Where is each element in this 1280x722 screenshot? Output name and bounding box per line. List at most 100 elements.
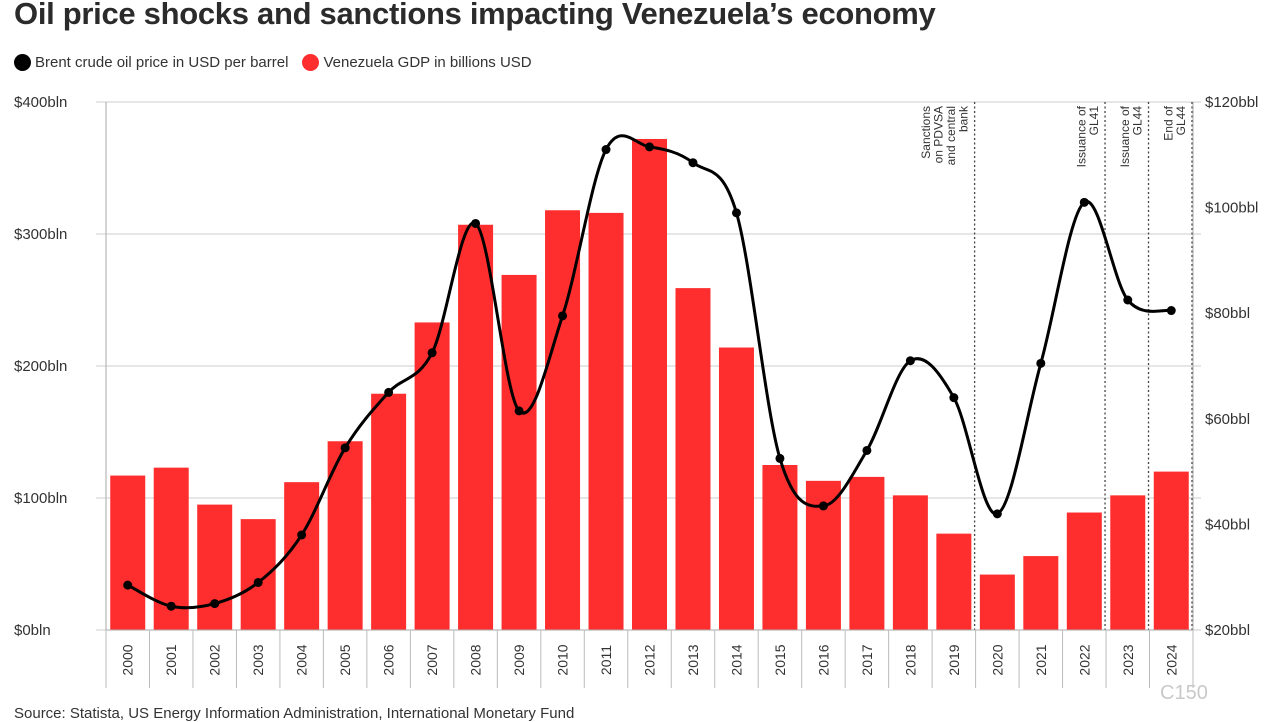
x-tick-label: 2011: [598, 645, 614, 675]
x-tick-label: 2022: [1076, 644, 1092, 675]
x-tick-label: 2020: [989, 644, 1005, 675]
oil-price-point: [688, 158, 698, 168]
gdp-bar: [458, 224, 494, 630]
y-left-tick-label: $0bln: [14, 622, 51, 639]
oil-price-point: [1036, 358, 1046, 368]
oil-price-point: [905, 356, 915, 366]
oil-price-curve: [127, 134, 1172, 610]
axes: $0bln $100bln $200bln $300bln $400bln $20bbl $…: [14, 94, 1258, 688]
y-left-tick-label: $100bln: [14, 490, 67, 507]
y-right-tick-label: $20bbl: [1205, 622, 1250, 639]
y-left-tick-label: $200bln: [14, 358, 67, 375]
y-right-tick-label: $120bbl: [1205, 94, 1258, 111]
legend-gdp-marker: [302, 54, 320, 71]
oil-price-point: [1166, 306, 1176, 316]
x-tick-label: 2016: [815, 644, 831, 675]
oil-price-point: [601, 145, 611, 155]
oil-price-point: [166, 601, 176, 611]
x-tick-label: 2018: [902, 644, 918, 675]
oil-price-point: [384, 387, 394, 397]
annotation-label: bank: [957, 105, 971, 132]
annotation-label: End of: [1162, 105, 1176, 140]
oil-price-point: [949, 393, 959, 403]
y-right-tick-label: $40bbl: [1205, 516, 1250, 533]
gdp-bar: [588, 212, 624, 630]
oil-price-point: [123, 580, 133, 590]
legend-item-oil: Brent crude oil price in USD per barrel: [14, 54, 288, 71]
gdp-bar: [1153, 471, 1189, 630]
annotation-label: GL44: [1174, 106, 1188, 136]
chart-title: Oil price shocks and sanctions impacting…: [14, 0, 936, 31]
watermark: C150: [1160, 682, 1208, 704]
oil-price-point: [427, 348, 437, 358]
x-tick-label: 2003: [250, 644, 266, 675]
gdp-bar: [545, 210, 581, 631]
oil-price-point: [1123, 295, 1133, 305]
gdp-bar: [240, 519, 276, 630]
annotation-label: Issuance of: [1118, 105, 1132, 167]
gdp-bar: [414, 322, 450, 630]
gdp-bar: [632, 138, 667, 630]
oil-price-point: [862, 445, 872, 455]
oil-price-point: [992, 509, 1002, 519]
legend-oil-marker: [14, 54, 31, 71]
oil-price-point: [297, 530, 307, 540]
gdp-bars: [110, 138, 1189, 631]
gdp-bar: [718, 347, 754, 630]
x-tick-label: 2012: [642, 644, 658, 675]
oil-price-point: [340, 443, 350, 453]
y-left-tick-label: $300bln: [14, 226, 67, 243]
oil-price-point: [645, 142, 654, 152]
x-tick-label: 2013: [685, 644, 701, 675]
x-tick-label: 2014: [728, 644, 744, 675]
gdp-bar: [849, 476, 885, 630]
annotation-label: on PDVSA: [932, 106, 946, 163]
oil-price-point: [253, 577, 263, 587]
legend-item-gdp: Venezuela GDP in billions USD: [302, 54, 532, 71]
gdp-bar: [762, 465, 798, 630]
oil-price-point: [1079, 197, 1089, 207]
x-tick-label: 2010: [555, 644, 571, 675]
x-tick-label: 2005: [337, 644, 353, 675]
x-tick-label: 2015: [772, 644, 788, 675]
x-tick-label: 2000: [120, 644, 136, 675]
oil-price-point: [471, 218, 481, 228]
oil-price-point: [558, 311, 568, 321]
oil-price-line: [123, 134, 1176, 611]
x-tick-label: 2009: [511, 644, 527, 675]
annotation-label: GL41: [1087, 106, 1101, 136]
y-right-tick-label: $60bbl: [1205, 411, 1250, 428]
y-right-tick-label: $100bbl: [1205, 200, 1258, 217]
source-note: Source: Statista, US Energy Information …: [14, 705, 575, 722]
x-tick-label: 2002: [207, 644, 223, 675]
gdp-bar: [1066, 512, 1102, 630]
x-tick-label: 2023: [1120, 644, 1136, 675]
x-tick-label: 2017: [859, 644, 875, 675]
gdp-bar: [501, 274, 537, 630]
oil-price-point: [514, 406, 524, 416]
oil-price-point: [775, 453, 785, 463]
x-tick-label: 2007: [424, 644, 440, 675]
gdp-bar: [284, 482, 320, 630]
x-tick-label: 2006: [381, 644, 397, 675]
gdp-bar: [936, 533, 972, 630]
x-tick-label: 2008: [468, 644, 484, 675]
gdp-bar: [979, 574, 1015, 630]
x-tick-label: 2024: [1163, 644, 1179, 675]
x-tick-label: 2019: [946, 644, 962, 675]
legend: Brent crude oil price in USD per barrel …: [14, 54, 546, 71]
gdp-bar: [371, 393, 407, 630]
gdp-bar: [1023, 556, 1059, 630]
x-tick-label: 2004: [294, 644, 310, 675]
annotation-label: Sanctions: [919, 106, 933, 159]
y-left-tick-label: $400bln: [14, 94, 67, 111]
oil-price-point: [731, 208, 741, 218]
annotation-label: Issuance of: [1075, 105, 1089, 167]
annotation-label: and central: [944, 106, 958, 165]
annotation-label: GL44: [1131, 106, 1145, 136]
legend-gdp-label: Venezuela GDP in billions USD: [323, 54, 532, 71]
legend-oil-label: Brent crude oil price in USD per barrel: [35, 54, 289, 71]
oil-price-point: [210, 599, 220, 609]
